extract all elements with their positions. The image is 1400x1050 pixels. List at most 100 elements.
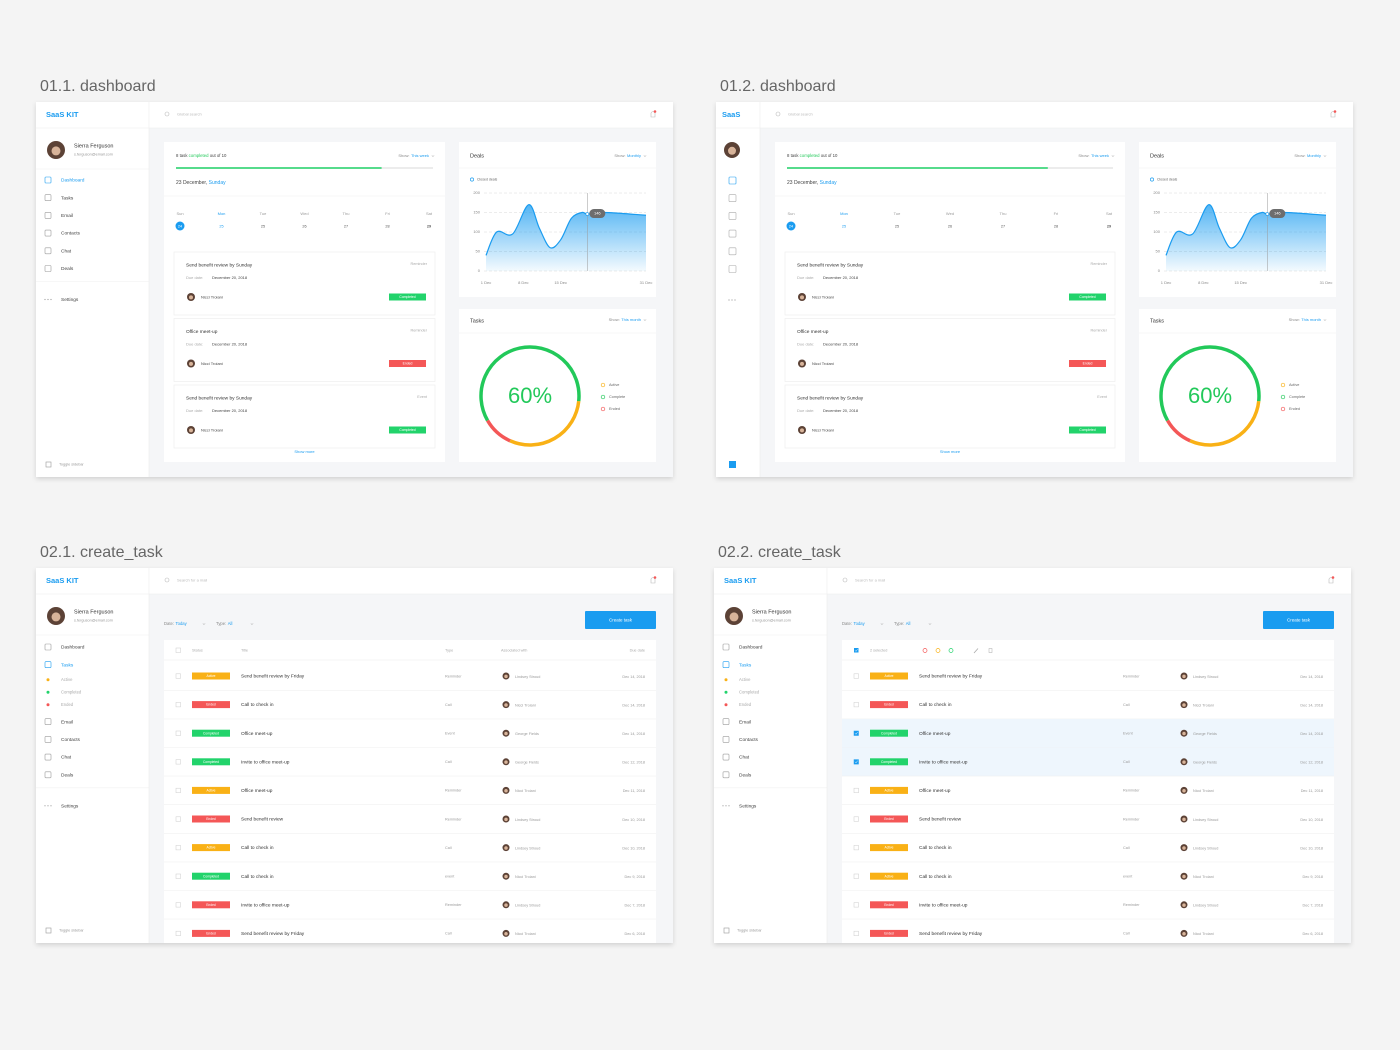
- create-button[interactable]: [1263, 611, 1334, 629]
- checkbox[interactable]: [175, 873, 181, 879]
- task-title[interactable]: Office meet-up: [241, 788, 273, 794]
- search-input[interactable]: Search for a mail: [855, 577, 885, 582]
- show-select[interactable]: Show: Monthly: [614, 153, 641, 158]
- show-more[interactable]: Show more: [294, 449, 315, 454]
- day-date[interactable]: 25: [219, 224, 223, 228]
- day-date[interactable]: 25: [842, 224, 846, 228]
- task-title[interactable]: Office meet-up: [919, 731, 951, 737]
- task-title[interactable]: Office meet-up: [241, 731, 273, 737]
- nav-item[interactable]: Contacts: [61, 231, 81, 237]
- nav-item[interactable]: Tasks: [739, 662, 752, 668]
- nav-sub-item[interactable]: Active: [61, 677, 73, 682]
- search-input[interactable]: Global search: [177, 111, 202, 116]
- filter[interactable]: Type: All: [894, 621, 910, 626]
- nav-item[interactable]: Tasks: [61, 195, 74, 201]
- notification-icon[interactable]: [1328, 577, 1334, 584]
- checkbox[interactable]: [175, 816, 181, 822]
- show-more[interactable]: Show more: [940, 449, 961, 454]
- nav-icon[interactable]: [728, 265, 737, 273]
- checkbox[interactable]: [175, 787, 181, 793]
- task-title[interactable]: Call to check in: [241, 702, 274, 708]
- day-date[interactable]: 25: [895, 224, 899, 228]
- checkbox[interactable]: [175, 902, 181, 908]
- nav-icon[interactable]: [728, 229, 737, 238]
- nav-sub-item[interactable]: Ended: [61, 702, 74, 707]
- nav-item[interactable]: Dashboard: [61, 178, 85, 184]
- day-date[interactable]: 29: [427, 224, 431, 228]
- nav-item[interactable]: Settings: [739, 803, 757, 809]
- checkbox[interactable]: [175, 673, 181, 679]
- delete-action[interactable]: [988, 648, 993, 653]
- checkbox[interactable]: [853, 930, 859, 936]
- show-select[interactable]: Show: This week: [1078, 153, 1109, 158]
- nav-item[interactable]: Chat: [61, 755, 72, 761]
- task-item[interactable]: [173, 318, 436, 382]
- checkbox[interactable]: [853, 673, 859, 679]
- checkbox[interactable]: [853, 845, 859, 851]
- nav-sub-item[interactable]: Active: [739, 677, 751, 682]
- filter[interactable]: Date: Today: [164, 621, 188, 626]
- nav-icon[interactable]: [728, 194, 737, 202]
- day-date[interactable]: 29: [1107, 224, 1111, 228]
- task-item[interactable]: [784, 384, 1116, 449]
- checkbox[interactable]: [175, 730, 181, 736]
- task-title[interactable]: Invite to office meet-up: [919, 759, 968, 765]
- filter[interactable]: Date: Today: [842, 621, 866, 626]
- nav-item[interactable]: Settings: [61, 297, 79, 303]
- nav-item[interactable]: Dashboard: [739, 645, 763, 651]
- task-title[interactable]: Send benefit review by Friday: [919, 674, 983, 680]
- nav-item[interactable]: Contacts: [61, 737, 81, 743]
- task-title[interactable]: Invite to office meet-up: [241, 902, 290, 908]
- nav-icon[interactable]: [728, 176, 737, 185]
- checkbox[interactable]: [853, 702, 859, 708]
- nav-item[interactable]: Chat: [739, 755, 750, 761]
- nav-item[interactable]: Deals: [739, 772, 752, 778]
- checkbox[interactable]: [853, 759, 859, 765]
- filter[interactable]: Type: All: [216, 621, 232, 626]
- checkbox[interactable]: [853, 730, 859, 736]
- task-item[interactable]: [784, 251, 1116, 316]
- checkbox[interactable]: [175, 647, 181, 653]
- task-title[interactable]: Invite to office meet-up: [241, 759, 290, 765]
- task-title[interactable]: Invite to office meet-up: [919, 902, 968, 908]
- day-date[interactable]: 28: [385, 224, 389, 228]
- task-item[interactable]: [784, 318, 1116, 382]
- nav-icon[interactable]: [728, 212, 737, 220]
- bulk-status-action[interactable]: [935, 648, 941, 653]
- task-title[interactable]: Call to check in: [919, 845, 952, 851]
- nav-item[interactable]: Chat: [61, 248, 72, 254]
- checkbox[interactable]: [853, 902, 859, 908]
- day-date[interactable]: 27: [344, 224, 348, 228]
- nav-sub-item[interactable]: Completed: [739, 690, 760, 695]
- notification-icon[interactable]: [650, 111, 656, 118]
- nav-item[interactable]: Email: [61, 213, 73, 219]
- bulk-status-action[interactable]: [948, 648, 954, 653]
- task-title[interactable]: Office meet-up: [919, 788, 951, 794]
- nav-item[interactable]: Deals: [61, 772, 74, 778]
- nav-item[interactable]: Deals: [61, 266, 74, 272]
- task-title[interactable]: Send benefit review: [919, 817, 962, 823]
- checkbox[interactable]: [853, 816, 859, 822]
- nav-item[interactable]: Settings: [61, 803, 79, 809]
- search-input[interactable]: Global search: [788, 111, 813, 116]
- toggle-sidebar[interactable]: Toggle sidebar: [59, 463, 84, 467]
- checkbox[interactable]: [175, 930, 181, 936]
- task-title[interactable]: Call to check in: [241, 874, 274, 880]
- task-title[interactable]: Call to check in: [241, 845, 274, 851]
- nav-item[interactable]: Tasks: [61, 662, 74, 668]
- nav-icon[interactable]: [728, 247, 737, 256]
- task-title[interactable]: Send benefit review by Friday: [241, 674, 305, 680]
- day-date[interactable]: 26: [948, 224, 952, 228]
- show-select[interactable]: Show: This week: [398, 153, 429, 158]
- checkbox[interactable]: [854, 648, 859, 653]
- search-input[interactable]: Search for a mail: [177, 577, 207, 582]
- checkbox[interactable]: [175, 759, 181, 765]
- create-button[interactable]: [585, 611, 656, 629]
- nav-item[interactable]: Email: [61, 719, 73, 725]
- nav-item[interactable]: Dashboard: [61, 645, 85, 651]
- task-title[interactable]: Call to check in: [919, 702, 952, 708]
- show-select[interactable]: Show: This month: [609, 317, 641, 322]
- checkbox[interactable]: [853, 787, 859, 793]
- day-date[interactable]: 25: [261, 224, 265, 228]
- task-item[interactable]: [173, 384, 436, 449]
